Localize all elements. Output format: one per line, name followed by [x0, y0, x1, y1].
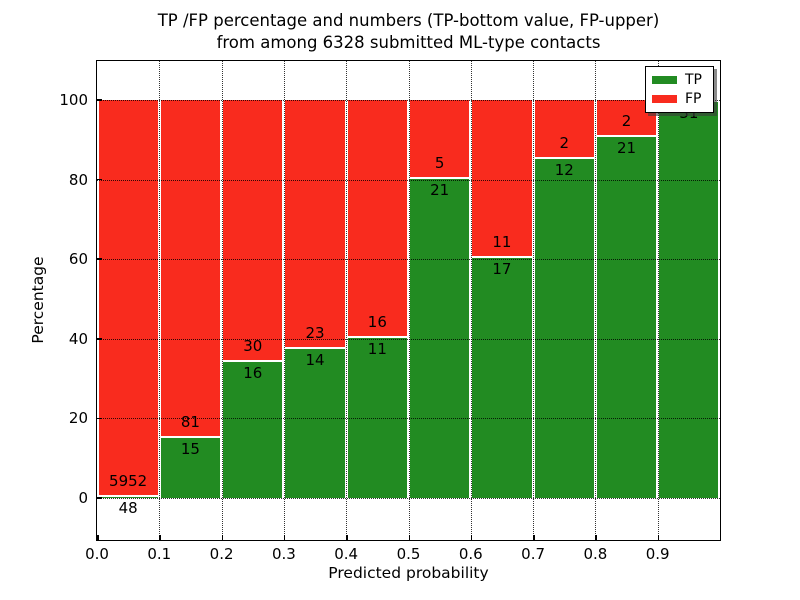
- bar-segment-fp: [98, 100, 158, 495]
- tp-count-label: 14: [305, 351, 325, 370]
- legend: TP FP: [645, 66, 714, 113]
- x-tick-mark: [159, 535, 161, 540]
- x-gridline: [470, 61, 472, 540]
- bar-segment-fp: [223, 100, 283, 360]
- x-tick-label: 0.3: [271, 545, 296, 563]
- y-tick-mark: [97, 417, 102, 420]
- x-gridline: [595, 61, 597, 540]
- bar-segment-fp: [347, 100, 407, 336]
- x-tick-label: 0.1: [147, 545, 172, 563]
- bar-segment-tp: [160, 435, 221, 498]
- bar-segment-fp: [160, 100, 221, 436]
- fp-legend-swatch-icon: [652, 95, 677, 103]
- bar-segment-fp: [410, 100, 470, 177]
- x-tick-label: 0.6: [458, 545, 483, 563]
- x-gridline: [221, 61, 223, 540]
- x-tick-label: 0.4: [334, 545, 359, 563]
- y-tick-label: 100: [59, 91, 88, 109]
- y-tick-label: 60: [68, 250, 88, 269]
- bar-segment-fp: [534, 100, 594, 157]
- bar-segment-fp: [285, 100, 345, 348]
- x-tick-label: 0.8: [583, 545, 608, 563]
- x-gridline: [657, 61, 659, 540]
- fp-count-label: 81: [180, 412, 200, 431]
- y-tick-label: 80: [68, 170, 88, 189]
- tp-count-label: 21: [430, 180, 450, 199]
- fp-count-label: 2: [559, 133, 570, 152]
- bar-segment-tp: [472, 256, 532, 498]
- fp-count-label: 30: [243, 336, 263, 355]
- chart-title-line1: TP /FP percentage and numbers (TP-bottom…: [157, 11, 660, 30]
- y-tick-mark: [97, 338, 102, 340]
- x-axis-label: Predicted probability: [328, 564, 489, 582]
- bar-segment-tp: [98, 494, 158, 498]
- fp-count-label: 5952: [109, 471, 148, 490]
- fp-count-label: 5: [434, 153, 445, 172]
- x-tick-label: 0.2: [209, 545, 234, 563]
- x-gridline: [408, 61, 410, 540]
- x-tick-mark: [533, 535, 535, 540]
- legend-item-tp: TP: [652, 73, 707, 87]
- x-tick-mark: [470, 535, 473, 540]
- tp-legend-swatch-icon: [652, 76, 677, 84]
- y-tick-mark: [97, 99, 102, 101]
- x-tick-label: 0.9: [645, 545, 670, 563]
- tp-count-label: 48: [118, 498, 138, 517]
- x-gridline: [346, 61, 348, 540]
- x-tick-mark: [595, 535, 597, 540]
- bar-segment-tp: [410, 176, 470, 498]
- tp-count-label: 17: [492, 260, 512, 279]
- x-gridline: [533, 61, 535, 540]
- y-tick-label: 20: [68, 409, 88, 428]
- x-tick-mark: [221, 535, 224, 540]
- tp-count-label: 21: [617, 138, 637, 157]
- x-tick-mark: [97, 535, 99, 540]
- fp-count-label: 2: [621, 111, 632, 130]
- bar-segment-tp: [659, 100, 719, 498]
- x-gridline: [283, 61, 285, 540]
- fp-count-label: 16: [367, 312, 387, 331]
- x-tick-label: 0.5: [396, 545, 421, 563]
- y-tick-mark: [97, 497, 102, 499]
- x-tick-label: 0.0: [85, 545, 109, 563]
- x-tick-label: 0.7: [521, 545, 546, 563]
- y-tick-mark: [97, 258, 102, 260]
- x-tick-mark: [283, 535, 286, 540]
- y-tick-label: 40: [68, 329, 88, 348]
- y-tick-mark: [97, 178, 102, 181]
- fp-legend-label: FP: [685, 91, 702, 107]
- x-tick-mark: [408, 535, 410, 540]
- tp-count-label: 16: [243, 363, 263, 382]
- plot-area: 5952 48 81 15 30 16 23 14 16 11 5 21 11 17 2 12 2 21 31: [96, 60, 721, 541]
- tp-count-label: 12: [554, 160, 574, 179]
- bar-segment-tp: [285, 347, 345, 498]
- bar-segment-tp: [347, 335, 407, 498]
- chart-title: TP /FP percentage and numbers (TP-bottom…: [97, 10, 720, 54]
- tp-count-label: 11: [367, 339, 387, 358]
- x-tick-mark: [657, 535, 660, 540]
- x-tick-mark: [346, 535, 348, 540]
- bar-segment-tp: [596, 134, 657, 498]
- legend-item-fp: FP: [652, 92, 707, 106]
- tp-count-label: 15: [180, 439, 200, 458]
- tp-legend-label: TP: [685, 72, 702, 88]
- chart-title-line2: from among 6328 submitted ML-type contac…: [216, 33, 601, 52]
- bar-segment-fp: [472, 100, 532, 257]
- fp-count-label: 23: [305, 324, 325, 343]
- bar-segment-tp: [223, 359, 283, 498]
- y-tick-label: 0: [78, 489, 88, 507]
- x-gridline: [159, 61, 161, 540]
- fp-count-label: 11: [492, 233, 512, 252]
- bar-segment-tp: [534, 156, 594, 498]
